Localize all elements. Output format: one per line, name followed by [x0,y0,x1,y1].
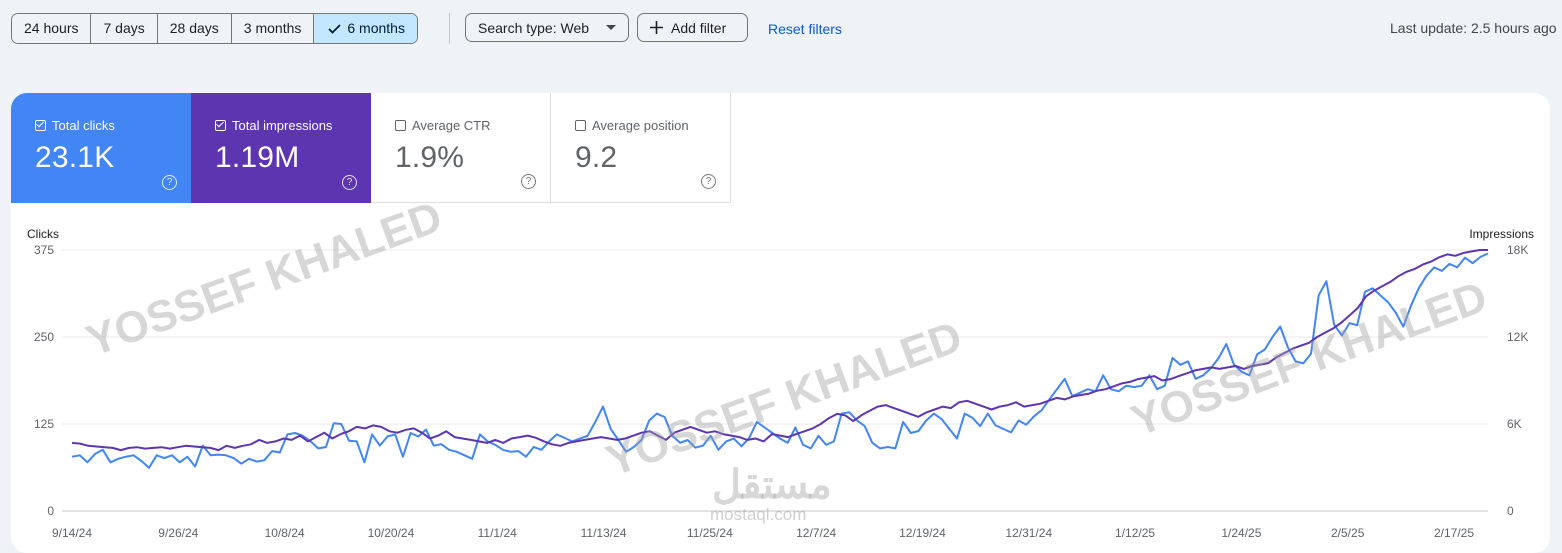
date-range-selector: 24 hours 7 days 28 days 3 months 6 months [11,13,418,44]
metric-average-position[interactable]: Average position 9.2 ? [551,93,731,203]
watermark-logo: مستقل [712,463,832,507]
y-tick-right: 6K [1507,417,1522,431]
range-option-0[interactable]: 24 hours [12,14,92,43]
x-tick: 9/14/24 [52,526,92,537]
x-tick: 12/31/24 [1005,526,1052,537]
range-option-label: 28 days [169,20,219,36]
y-tick-left: 375 [34,243,54,257]
x-tick: 12/7/24 [796,526,836,537]
range-option-4[interactable]: 6 months [314,14,417,43]
reset-filters-link[interactable]: Reset filters [768,21,842,37]
help-icon[interactable]: ? [162,175,177,190]
performance-chart[interactable]: 375 250 125 0 18K 12K 6K 0 Clicks Impressions 9/14… [0,0,1562,537]
metric-value: 23.1K [35,141,115,174]
add-filter-label: Add filter [671,19,727,36]
range-option-label: 6 months [347,20,405,36]
range-option-2[interactable]: 28 days [157,14,232,43]
x-tick: 10/20/24 [368,526,415,537]
search-type-dropdown[interactable]: Search type: Web [465,13,629,42]
checkbox-unchecked-icon[interactable] [395,120,406,131]
x-tick: 10/8/24 [265,526,305,537]
x-tick: 11/1/24 [478,526,517,537]
caret-down-icon [606,24,616,30]
plus-icon [650,21,663,34]
metric-total-clicks[interactable]: Total clicks 23.1K ? [11,93,191,203]
checkbox-checked-icon[interactable] [215,120,226,131]
range-option-label: 7 days [103,20,145,36]
x-tick: 2/5/25 [1331,526,1365,537]
performance-card: Total clicks 23.1K ? Total impressions 1… [11,93,1550,553]
search-type-label: Search type: Web [478,19,590,36]
x-tick: 2/17/25 [1434,526,1474,537]
x-tick: 1/24/25 [1221,526,1261,537]
last-update-text: Last update: 2.5 hours ago [1390,20,1557,36]
series-line-impressions [71,249,1488,452]
range-option-3[interactable]: 3 months [231,14,315,43]
help-icon[interactable]: ? [342,175,357,190]
y-axis-label-left: Clicks [27,227,59,241]
y-tick-right: 0 [1507,504,1514,518]
y-tick-right: 18K [1507,243,1528,257]
x-tick: 9/26/24 [158,526,198,537]
metric-label: Average position [592,118,689,133]
filter-divider [449,13,450,44]
add-filter-button[interactable]: Add filter [637,13,748,42]
watermark-url: mostaql.com [710,505,807,524]
range-option-label: 24 hours [24,20,79,36]
y-axis-label-right: Impressions [1469,227,1534,241]
checkbox-unchecked-icon[interactable] [575,120,586,131]
series-line-clicks [71,252,1489,469]
metric-label: Average CTR [412,118,491,133]
help-icon[interactable]: ? [701,174,716,189]
metric-value: 1.19M [215,141,300,174]
checkmark-icon [328,23,342,34]
range-option-1[interactable]: 7 days [91,14,158,43]
help-icon[interactable]: ? [521,174,536,189]
y-tick-right: 12K [1507,330,1528,344]
x-tick: 11/13/24 [581,526,627,537]
metric-label: Total impressions [232,118,333,133]
metric-value: 1.9% [395,141,465,174]
x-tick: 1/12/25 [1115,526,1155,537]
y-tick-left: 125 [34,417,54,431]
metric-label: Total clicks [52,118,115,133]
checkbox-checked-icon[interactable] [35,120,46,131]
metric-average-ctr[interactable]: Average CTR 1.9% ? [371,93,551,203]
range-option-label: 3 months [243,20,302,36]
y-tick-left: 0 [47,504,54,518]
metric-total-impressions[interactable]: Total impressions 1.19M ? [191,93,371,203]
y-tick-left: 250 [34,330,54,344]
x-tick: 12/19/24 [899,526,946,537]
metric-value: 9.2 [575,141,618,174]
x-tick: 11/25/24 [687,526,733,537]
